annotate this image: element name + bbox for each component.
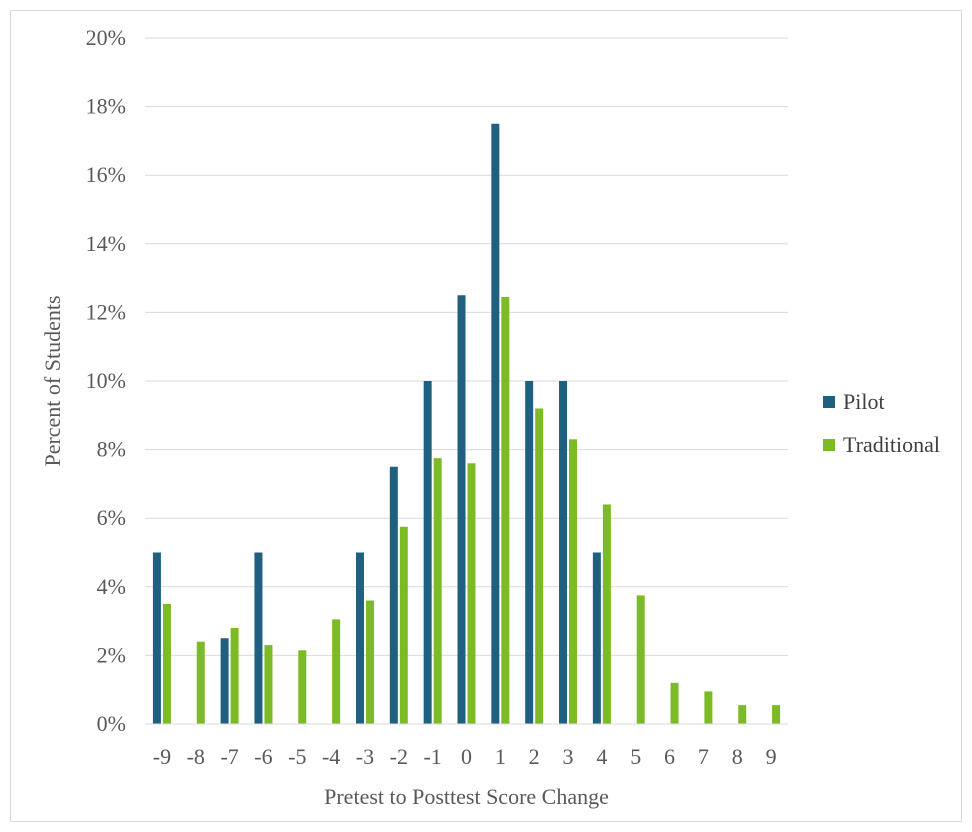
x-tick-label: -3 bbox=[356, 744, 374, 769]
x-tick-label: -1 bbox=[423, 744, 441, 769]
x-tick-label: -7 bbox=[220, 744, 238, 769]
x-tick-label: -9 bbox=[153, 744, 171, 769]
bar-traditional-7 bbox=[704, 691, 713, 724]
y-tick-label: 0% bbox=[97, 711, 126, 736]
bar-traditional-9 bbox=[772, 705, 781, 724]
y-tick-label: 2% bbox=[97, 642, 126, 667]
x-tick-label: -6 bbox=[254, 744, 272, 769]
x-tick-label: 5 bbox=[630, 744, 641, 769]
y-tick-label: 6% bbox=[97, 505, 126, 530]
x-tick-label: 0 bbox=[461, 744, 472, 769]
legend-swatch-pilot bbox=[823, 396, 835, 408]
bar-pilot-3 bbox=[559, 381, 568, 724]
bar-traditional--3 bbox=[365, 600, 374, 724]
legend: Pilot Traditional bbox=[823, 389, 940, 457]
y-tick-label: 10% bbox=[86, 368, 126, 393]
y-tick-label: 12% bbox=[86, 299, 126, 324]
x-tick-label: 9 bbox=[766, 744, 777, 769]
x-tick-label: 3 bbox=[563, 744, 574, 769]
bar-traditional--5 bbox=[298, 650, 307, 724]
bar-traditional-0 bbox=[467, 463, 476, 724]
bar-traditional-1 bbox=[501, 296, 510, 724]
x-tick-label: 8 bbox=[732, 744, 743, 769]
y-axis-title: Percent of Students bbox=[40, 295, 65, 466]
y-tick-label: 20% bbox=[86, 25, 126, 50]
bar-pilot--1 bbox=[423, 381, 432, 724]
bar-traditional-2 bbox=[535, 408, 544, 724]
bar-pilot--3 bbox=[355, 552, 364, 724]
x-axis-tick-labels: -9 -8 -7 -6 -5 -4 -3 -2 -1 0 1 2 3 4 5 6 7 8 9 bbox=[153, 744, 777, 769]
y-tick-label: 4% bbox=[97, 574, 126, 599]
y-axis-tick-labels: 0% 2% 4% 6% 8% 10% 12% 14% 16% 18% 20% bbox=[86, 25, 126, 736]
bar-traditional--2 bbox=[399, 526, 408, 724]
bars bbox=[152, 123, 781, 724]
bar-pilot-4 bbox=[592, 552, 601, 724]
bar-pilot-1 bbox=[491, 123, 500, 724]
bar-traditional--8 bbox=[196, 641, 205, 724]
bar-pilot--9 bbox=[152, 552, 161, 724]
bar-pilot--6 bbox=[254, 552, 263, 724]
bar-traditional--9 bbox=[162, 603, 171, 724]
legend-swatch-traditional bbox=[823, 439, 835, 451]
y-tick-label: 8% bbox=[97, 437, 126, 462]
bar-traditional--6 bbox=[264, 645, 273, 724]
x-tick-label: -5 bbox=[288, 744, 306, 769]
y-tick-label: 14% bbox=[86, 231, 126, 256]
gridlines bbox=[145, 37, 788, 656]
bar-pilot-2 bbox=[525, 381, 534, 724]
bar-traditional--7 bbox=[230, 627, 239, 724]
bar-traditional-4 bbox=[602, 504, 611, 724]
bar-traditional--1 bbox=[433, 458, 442, 724]
y-tick-label: 16% bbox=[86, 162, 126, 187]
x-tick-label: -4 bbox=[322, 744, 340, 769]
y-tick-label: 18% bbox=[86, 94, 126, 119]
bar-pilot--2 bbox=[389, 466, 398, 724]
x-tick-label: -8 bbox=[187, 744, 205, 769]
legend-label-pilot: Pilot bbox=[843, 389, 885, 414]
x-tick-label: -2 bbox=[390, 744, 408, 769]
x-tick-label: 7 bbox=[698, 744, 709, 769]
x-tick-label: 4 bbox=[596, 744, 607, 769]
x-tick-label: 2 bbox=[529, 744, 540, 769]
x-tick-label: 1 bbox=[495, 744, 506, 769]
bar-traditional--4 bbox=[332, 619, 341, 724]
bar-pilot-0 bbox=[457, 295, 466, 724]
bar-traditional-6 bbox=[670, 682, 679, 724]
x-tick-label: 6 bbox=[664, 744, 675, 769]
bar-traditional-8 bbox=[738, 705, 747, 724]
x-axis-title: Pretest to Posttest Score Change bbox=[324, 784, 609, 809]
bar-pilot--7 bbox=[220, 638, 229, 724]
legend-label-traditional: Traditional bbox=[843, 432, 940, 457]
bar-traditional-5 bbox=[636, 595, 645, 724]
bar-traditional-3 bbox=[569, 439, 578, 724]
